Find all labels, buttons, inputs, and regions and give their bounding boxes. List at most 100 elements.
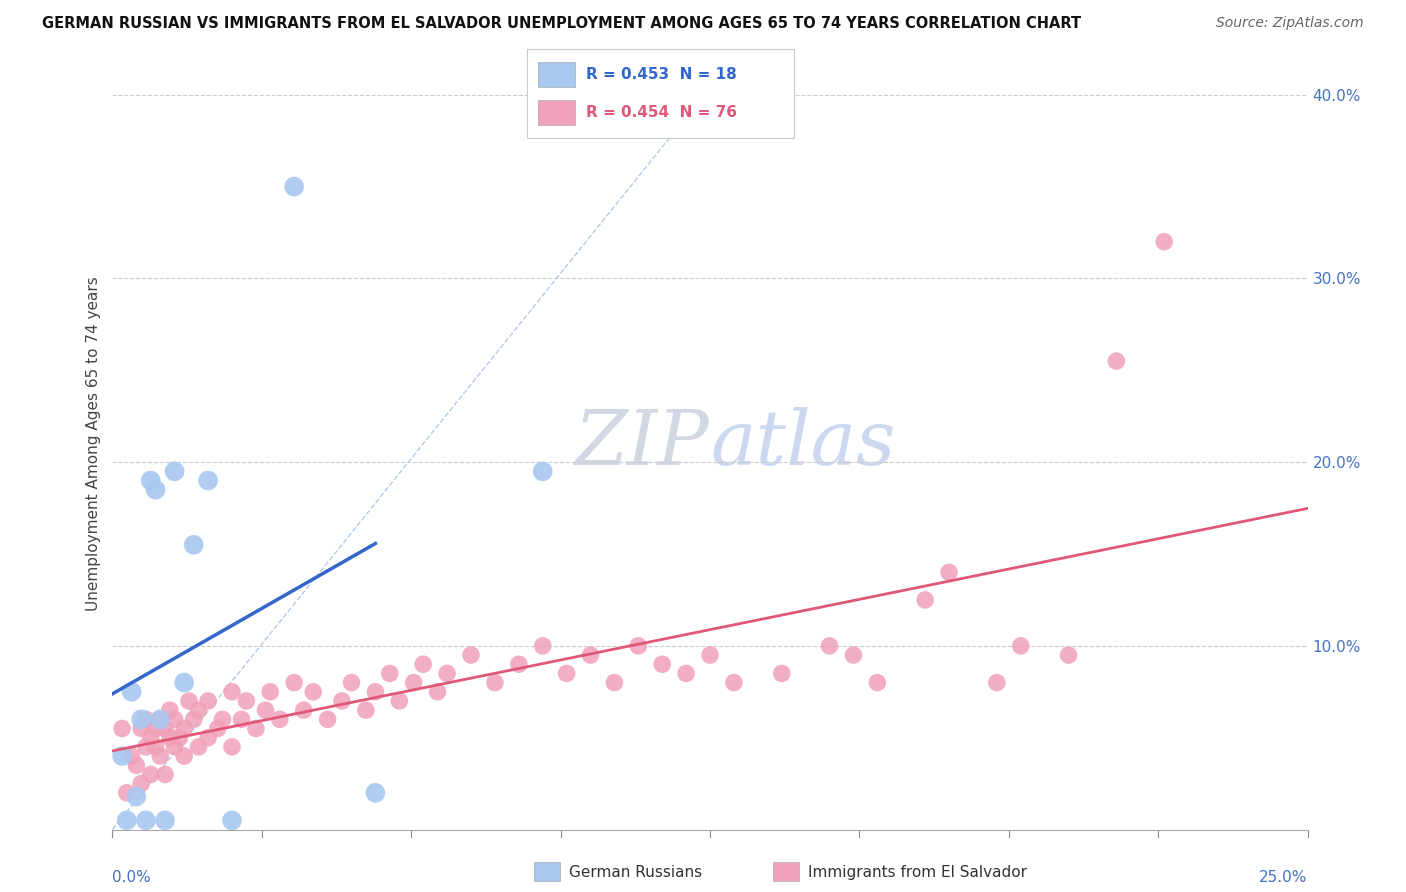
Point <box>207 722 229 736</box>
Text: German Russians: German Russians <box>569 865 703 880</box>
Point <box>388 694 411 708</box>
Point <box>460 648 482 662</box>
Point <box>354 703 377 717</box>
Point <box>245 722 267 736</box>
Point <box>842 648 865 662</box>
Point <box>378 666 401 681</box>
Text: atlas: atlas <box>710 407 896 481</box>
Text: ZIP: ZIP <box>575 407 710 481</box>
Point <box>651 657 673 672</box>
Point <box>183 538 205 552</box>
Point <box>149 712 172 726</box>
Point <box>159 731 181 745</box>
Point <box>139 474 162 488</box>
Point <box>153 767 176 781</box>
Point <box>292 703 315 717</box>
Point <box>173 722 195 736</box>
Point <box>1010 639 1032 653</box>
Point <box>129 712 152 726</box>
Point <box>187 739 209 754</box>
Point <box>145 722 167 736</box>
Point <box>235 694 257 708</box>
Point <box>159 703 181 717</box>
Point <box>135 814 157 828</box>
Point <box>111 749 134 764</box>
Point <box>627 639 650 653</box>
Text: Source: ZipAtlas.com: Source: ZipAtlas.com <box>1216 16 1364 30</box>
Point <box>938 566 960 580</box>
Text: R = 0.453  N = 18: R = 0.453 N = 18 <box>586 67 737 81</box>
Point <box>183 712 205 726</box>
Point <box>129 777 152 791</box>
Point <box>1057 648 1080 662</box>
Point <box>412 657 434 672</box>
Point <box>316 712 339 726</box>
Point <box>163 712 186 726</box>
Point <box>145 483 167 497</box>
Point <box>153 814 176 828</box>
Point <box>1105 354 1128 368</box>
Point <box>187 703 209 717</box>
Point <box>197 474 219 488</box>
Point <box>135 712 157 726</box>
Bar <box>538 100 575 125</box>
Point <box>986 675 1008 690</box>
Point <box>135 739 157 754</box>
Point <box>125 789 148 804</box>
Point <box>177 694 200 708</box>
Point <box>675 666 697 681</box>
Point <box>484 675 506 690</box>
Point <box>330 694 353 708</box>
Point <box>914 593 936 607</box>
Point <box>149 749 172 764</box>
Point <box>153 722 176 736</box>
Point <box>129 722 152 736</box>
Point <box>254 703 277 717</box>
Point <box>221 814 243 828</box>
Point <box>221 685 243 699</box>
Point <box>436 666 458 681</box>
Point <box>259 685 281 699</box>
Point <box>364 685 387 699</box>
Point <box>866 675 889 690</box>
Point <box>531 639 554 653</box>
Point <box>555 666 578 681</box>
Text: 0.0%: 0.0% <box>112 870 152 885</box>
Point <box>197 694 219 708</box>
Point <box>111 722 134 736</box>
Point <box>302 685 325 699</box>
Text: GERMAN RUSSIAN VS IMMIGRANTS FROM EL SALVADOR UNEMPLOYMENT AMONG AGES 65 TO 74 Y: GERMAN RUSSIAN VS IMMIGRANTS FROM EL SAL… <box>42 16 1081 31</box>
Point <box>699 648 721 662</box>
Point <box>231 712 253 726</box>
Point <box>115 814 138 828</box>
Point <box>508 657 530 672</box>
Point <box>221 739 243 754</box>
Point <box>818 639 841 653</box>
Point <box>283 675 305 690</box>
Point <box>531 464 554 478</box>
Point <box>1153 235 1175 249</box>
Point <box>603 675 626 690</box>
Text: R = 0.454  N = 76: R = 0.454 N = 76 <box>586 105 737 120</box>
Point <box>402 675 425 690</box>
Point <box>340 675 363 690</box>
Point <box>426 685 449 699</box>
Point <box>163 739 186 754</box>
Point <box>121 749 143 764</box>
Y-axis label: Unemployment Among Ages 65 to 74 years: Unemployment Among Ages 65 to 74 years <box>86 277 101 611</box>
Point <box>163 464 186 478</box>
Point <box>283 179 305 194</box>
Point <box>139 767 162 781</box>
Point <box>211 712 233 726</box>
Text: 25.0%: 25.0% <box>1260 870 1308 885</box>
Point <box>169 731 191 745</box>
Point <box>121 685 143 699</box>
Bar <box>538 62 575 87</box>
Point <box>770 666 793 681</box>
Point <box>125 758 148 772</box>
Point <box>197 731 219 745</box>
Point <box>723 675 745 690</box>
Point <box>115 786 138 800</box>
Text: Immigrants from El Salvador: Immigrants from El Salvador <box>808 865 1028 880</box>
Point <box>145 739 167 754</box>
